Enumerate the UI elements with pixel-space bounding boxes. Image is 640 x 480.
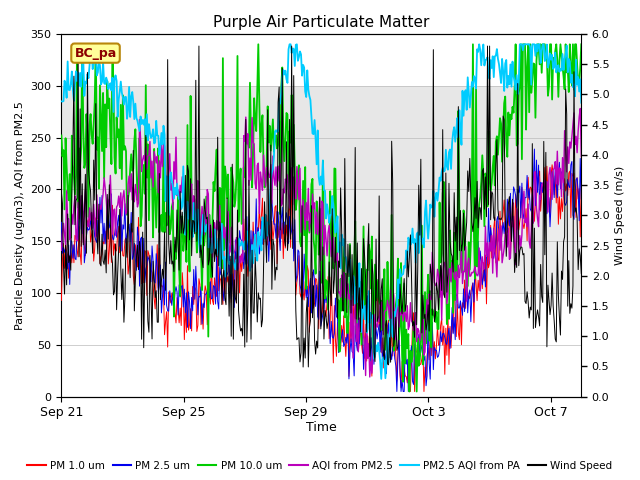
Y-axis label: Wind Speed (m/s): Wind Speed (m/s) — [615, 166, 625, 265]
X-axis label: Time: Time — [306, 421, 337, 434]
Bar — [61, 190, 581, 293]
Title: Purple Air Particulate Matter: Purple Air Particulate Matter — [213, 15, 429, 30]
Legend: PM 1.0 um, PM 2.5 um, PM 10.0 um, AQI from PM2.5, PM2.5 AQI from PA, Wind Speed: PM 1.0 um, PM 2.5 um, PM 10.0 um, AQI fr… — [23, 456, 617, 475]
Bar — [61, 86, 581, 190]
Text: BC_pa: BC_pa — [74, 47, 116, 60]
Y-axis label: Particle Density (ug/m3), AQI from PM2.5: Particle Density (ug/m3), AQI from PM2.5 — [15, 101, 25, 330]
